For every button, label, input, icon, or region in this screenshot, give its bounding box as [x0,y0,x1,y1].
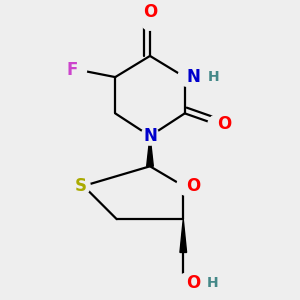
Text: O: O [186,274,200,292]
Text: O: O [143,3,157,21]
Circle shape [72,177,90,195]
Circle shape [177,274,195,292]
Text: H: H [207,276,218,290]
Text: O: O [217,115,231,133]
Circle shape [141,127,159,145]
Text: S: S [75,177,87,195]
Circle shape [198,68,217,86]
Polygon shape [147,136,153,166]
Text: H: H [207,70,219,84]
Text: N: N [143,127,157,145]
Circle shape [68,61,86,79]
Circle shape [141,12,159,30]
Polygon shape [180,219,187,252]
Text: F: F [66,61,77,79]
Circle shape [208,115,226,133]
Text: N: N [187,68,201,86]
Circle shape [178,68,196,86]
Circle shape [198,274,216,292]
Circle shape [177,177,195,195]
Text: O: O [186,177,200,195]
